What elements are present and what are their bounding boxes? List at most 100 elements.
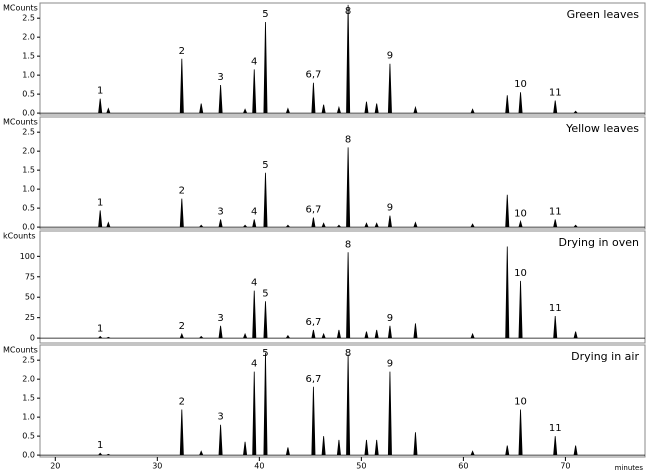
- peak-label: 3: [217, 72, 223, 83]
- peak: [573, 110, 579, 114]
- y-tick-label: 0.5: [22, 204, 35, 213]
- peak: [263, 172, 268, 228]
- y-unit-label: kCounts: [3, 232, 36, 241]
- peak: [346, 147, 351, 228]
- peak: [387, 325, 392, 339]
- peak: [242, 224, 248, 228]
- y-tick-label: 0.5: [22, 90, 35, 99]
- y-tick-label: 2.0: [22, 147, 35, 156]
- peak: [518, 219, 523, 228]
- peak: [364, 439, 369, 456]
- peak: [263, 352, 268, 456]
- y-unit-label: MCounts: [3, 118, 38, 127]
- peak-label: 5: [262, 160, 268, 171]
- x-tick-label: 20: [50, 462, 60, 471]
- peak: [106, 336, 111, 339]
- peak-label: 11: [549, 303, 562, 314]
- peak-label: 4: [251, 207, 257, 218]
- peak-label: 5: [262, 9, 268, 20]
- y-tick-label: 100: [20, 252, 35, 261]
- peak: [218, 84, 223, 114]
- peak-label: 2: [179, 321, 185, 332]
- peak: [106, 107, 111, 114]
- panel-title: Yellow leaves: [565, 122, 639, 135]
- peak: [179, 409, 184, 456]
- peak: [553, 436, 558, 456]
- peak: [285, 447, 291, 456]
- peak-label: 2: [179, 397, 185, 408]
- peak-label: 8: [345, 6, 351, 17]
- peak-label: 3: [217, 412, 223, 423]
- peak: [179, 58, 184, 114]
- x-axis-label: minutes: [615, 464, 644, 472]
- peak-label: 11: [549, 423, 562, 434]
- y-tick-label: 2.5: [22, 14, 35, 23]
- peak: [311, 82, 316, 114]
- peak: [505, 95, 510, 114]
- y-tick-label: 2.0: [22, 33, 35, 42]
- y-tick-label: 2.5: [22, 356, 35, 365]
- panel-title: Drying in oven: [558, 236, 639, 249]
- peak-label: 5: [262, 288, 268, 299]
- peak-label: 10: [514, 397, 527, 408]
- peak-label: 1: [97, 323, 103, 334]
- peak-label: 9: [387, 313, 393, 324]
- panel-frame: [39, 2, 646, 116]
- peak: [346, 252, 351, 339]
- peak: [346, 4, 351, 114]
- peak-label: 5: [262, 348, 268, 359]
- peak: [374, 439, 379, 456]
- peak-label: 3: [217, 313, 223, 324]
- peak: [198, 335, 204, 339]
- peak: [470, 108, 475, 114]
- peak: [97, 335, 103, 339]
- peak: [252, 219, 257, 228]
- peak: [573, 445, 578, 456]
- peak-label: 10: [514, 268, 527, 279]
- peak: [98, 210, 103, 228]
- peak: [336, 105, 342, 114]
- peak: [374, 103, 379, 114]
- y-tick-label: 50: [25, 293, 35, 302]
- panel-frame: [39, 116, 646, 230]
- peak: [346, 354, 351, 456]
- y-tick-label: 1.0: [22, 413, 35, 422]
- peak: [387, 215, 393, 228]
- peak: [263, 21, 268, 114]
- y-tick-label: 1.5: [22, 166, 35, 175]
- x-tick-label: 30: [152, 462, 162, 471]
- y-tick-label: 2.0: [22, 375, 35, 384]
- y-tick-label: 0.0: [22, 223, 35, 232]
- peak: [311, 217, 316, 228]
- peak: [505, 194, 510, 228]
- peak: [387, 371, 392, 456]
- peak-label: 1: [97, 197, 103, 208]
- peak: [413, 105, 418, 114]
- peak: [470, 332, 475, 339]
- peak: [553, 219, 558, 228]
- peak-label: 4: [251, 56, 257, 67]
- y-tick-label: 25: [25, 313, 35, 322]
- y-tick-label: 75: [25, 272, 35, 281]
- peak: [518, 280, 523, 339]
- peak: [321, 222, 326, 228]
- peak: [364, 331, 369, 339]
- peak: [364, 222, 369, 228]
- y-tick-label: 2.5: [22, 128, 35, 137]
- peak: [573, 331, 578, 339]
- peak-label: 6,7: [305, 70, 321, 81]
- peak: [321, 104, 326, 114]
- peak: [553, 315, 558, 339]
- peak-label: 8: [345, 348, 351, 359]
- panel-frame: [39, 230, 646, 344]
- peak: [106, 453, 111, 456]
- peak: [413, 323, 418, 339]
- peak-label: 3: [217, 207, 223, 218]
- y-tick-label: 0: [30, 334, 35, 343]
- peak: [285, 224, 291, 228]
- peak: [199, 103, 204, 114]
- peak: [252, 371, 257, 456]
- x-tick-label: 70: [560, 462, 570, 471]
